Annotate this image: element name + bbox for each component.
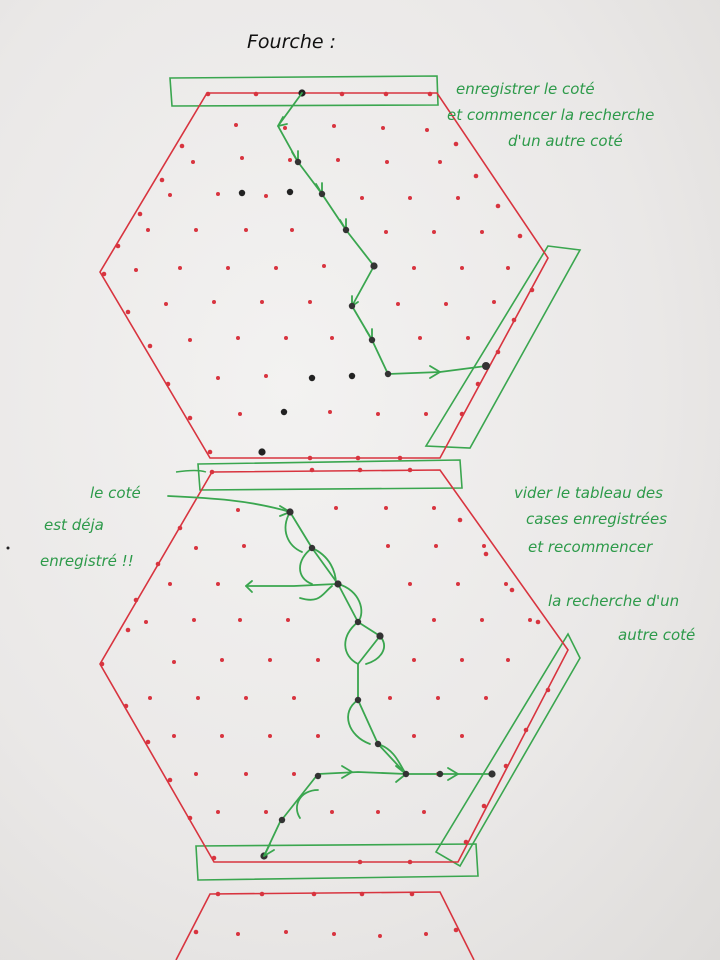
note-top-right-line-2: et commencer la recherche: [447, 106, 654, 124]
top-search-path: [277, 92, 487, 379]
note-middle-right-line-1: vider le tableau des: [514, 484, 663, 502]
middle-top-side-highlight: [197, 459, 463, 491]
middle-right-side-highlight: [434, 632, 581, 868]
title: Fourche :: [247, 31, 336, 53]
top-board: [99, 75, 582, 461]
right-side-highlight: [424, 245, 582, 449]
middle-hexagon-outline: [99, 469, 569, 863]
note-middle-left: le coté est déja enregistré !!: [40, 484, 141, 570]
top-side-highlight: [169, 75, 439, 107]
note-middle-left-line-2: est déja: [44, 516, 104, 534]
note-top-right: enregistrer le coté et commencer la rech…: [447, 80, 654, 150]
note-middle-right-line-2: cases enregistrées: [526, 510, 667, 528]
middle-grid-dots: [99, 467, 551, 865]
top-visited-cells: [238, 89, 356, 456]
note-pointer-arrow: [175, 469, 207, 473]
middle-path-nodes: [278, 508, 496, 824]
note-top-right-line-1: enregistrer le coté: [456, 80, 595, 98]
top-path-nodes: [294, 158, 490, 378]
middle-board: [99, 459, 581, 881]
note-middle-right-line-5: autre coté: [618, 626, 695, 644]
middle-bottom-side-highlight: [195, 843, 479, 881]
stray-mark: [6, 546, 10, 550]
note-middle-left-line-3: enregistré !!: [40, 552, 134, 570]
top-grid-dots: [101, 91, 535, 461]
middle-search-path: [167, 495, 493, 857]
bottom-board-partial: [175, 891, 475, 960]
note-middle-right-line-3: et recommencer: [528, 538, 653, 556]
note-top-right-line-3: d'un autre coté: [508, 132, 623, 150]
bottom-hexagon-outline: [175, 891, 475, 960]
top-hexagon-outline: [99, 92, 549, 459]
note-middle-right: vider le tableau des cases enregistrées …: [514, 484, 695, 644]
note-middle-left-line-1: le coté: [90, 484, 141, 502]
note-middle-right-line-4: la recherche d'un: [548, 592, 679, 610]
